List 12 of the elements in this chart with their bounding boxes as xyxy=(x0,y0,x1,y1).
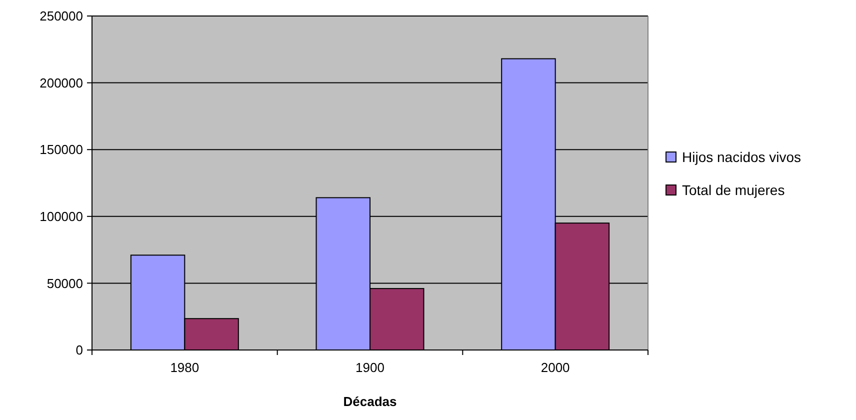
x-axis-title: Décadas xyxy=(343,394,397,409)
y-tick-label: 0 xyxy=(76,342,83,358)
legend-label: Hijos nacidos vivos xyxy=(682,148,802,165)
y-tick-label: 250000 xyxy=(40,8,83,24)
x-tick-label: 2000 xyxy=(540,360,570,375)
y-tick-label: 100000 xyxy=(40,208,83,224)
legend-label: Total de mujeres xyxy=(682,182,785,198)
y-tick-label: 50000 xyxy=(46,276,83,291)
x-tick-label: 1980 xyxy=(170,360,200,375)
y-tick-label: 150000 xyxy=(40,142,83,158)
x-tick-label: 1900 xyxy=(356,360,384,375)
y-tick-label: 200000 xyxy=(40,75,83,90)
